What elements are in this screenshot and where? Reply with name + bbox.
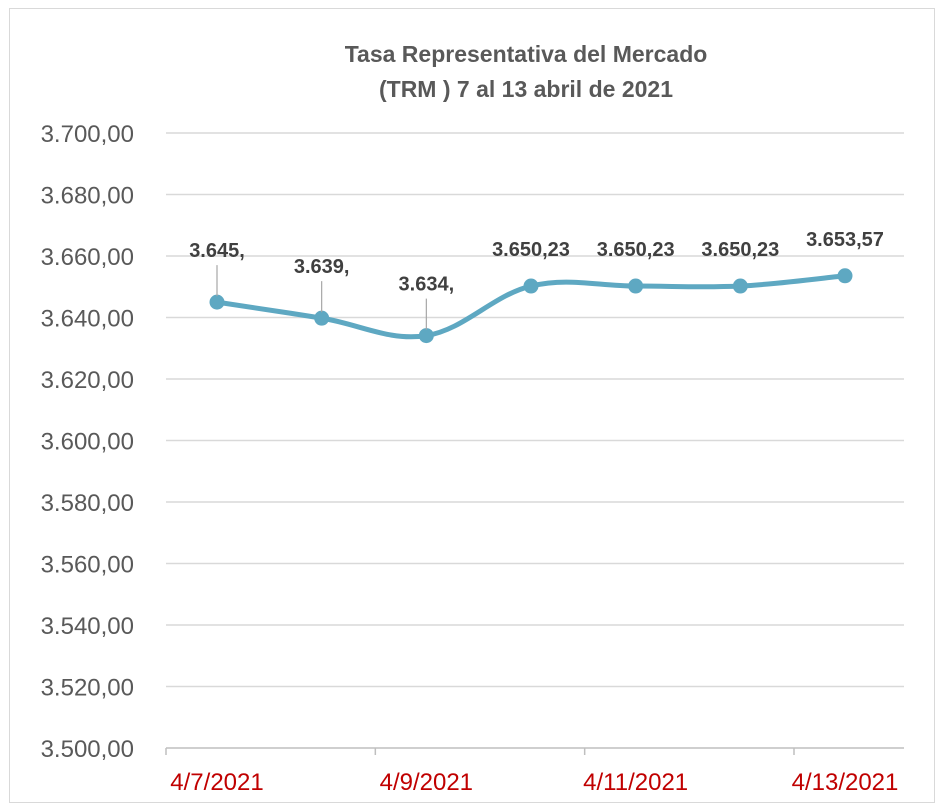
chart-title-line-2: (TRM ) 7 al 13 abril de 2021 <box>379 76 673 102</box>
gridlines <box>166 132 904 688</box>
x-tick-label: 4/9/2021 <box>380 769 473 796</box>
data-label: 3.650,23 <box>597 239 675 261</box>
x-tick-label: 4/11/2021 <box>583 769 688 796</box>
series-trm <box>209 268 853 344</box>
data-label: 3.645, <box>189 240 245 262</box>
chart-title-line-1: Tasa Representativa del Mercado <box>345 41 708 67</box>
x-tick-label: 4/13/2021 <box>792 769 899 796</box>
y-tick-label: 3.500,00 <box>41 736 134 763</box>
y-tick-label: 3.520,00 <box>41 675 134 702</box>
data-point <box>209 294 225 310</box>
y-tick-label: 3.620,00 <box>41 367 134 394</box>
chart-frame <box>9 8 935 803</box>
y-tick-label: 3.580,00 <box>41 490 134 517</box>
data-point <box>837 268 853 284</box>
y-tick-label: 3.680,00 <box>41 183 134 210</box>
y-tick-label: 3.600,00 <box>41 429 134 456</box>
x-tick-label: 4/7/2021 <box>170 769 263 796</box>
x-axis: 4/7/2021 4/9/2021 4/11/2021 4/13/2021 <box>165 747 904 796</box>
data-point <box>314 310 330 326</box>
data-point <box>628 278 644 294</box>
y-tick-label: 3.700,00 <box>41 121 134 148</box>
data-label: 3.650,23 <box>701 239 779 261</box>
data-point <box>418 328 434 344</box>
y-axis: 3.500,00 3.520,00 3.540,00 3.560,00 3.580,00… <box>41 121 134 763</box>
data-label: 3.650,23 <box>492 239 570 261</box>
chart-title: Tasa Representativa del Mercado (TRM ) 7… <box>345 41 708 102</box>
y-tick-label: 3.660,00 <box>41 244 134 271</box>
y-tick-label: 3.640,00 <box>41 306 134 333</box>
data-label: 3.639, <box>294 256 350 278</box>
y-tick-label: 3.560,00 <box>41 552 134 579</box>
data-label: 3.634, <box>399 274 455 296</box>
data-labels: 3.645, 3.639, 3.634, 3.650,23 3.650,23 3.650,… <box>189 229 884 330</box>
data-point <box>732 278 748 294</box>
data-label: 3.653,57 <box>806 229 884 251</box>
y-tick-label: 3.540,00 <box>41 613 134 640</box>
data-point <box>523 278 539 294</box>
